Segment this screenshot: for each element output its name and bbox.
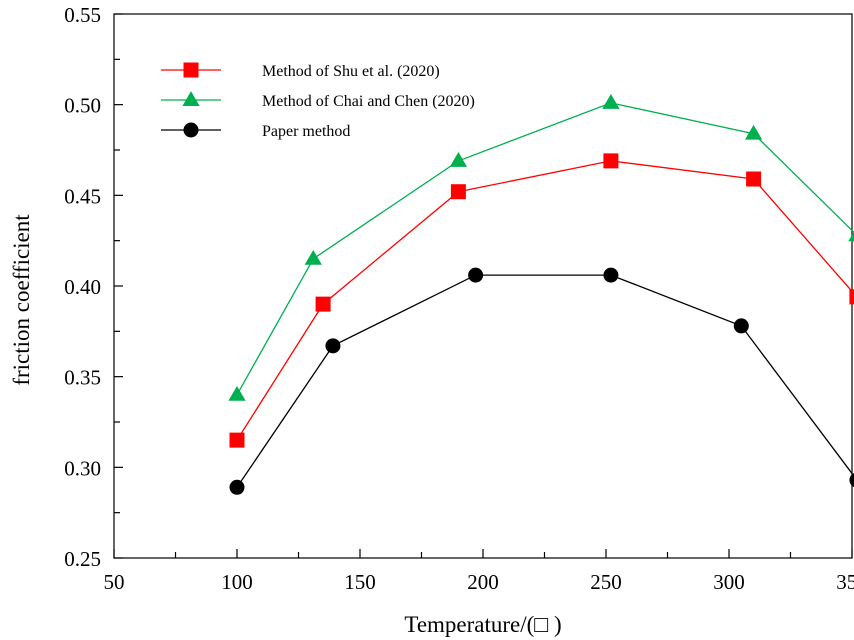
legend: Method of Shu et al. (2020) Method of Cha… — [161, 62, 475, 140]
data-point — [449, 152, 468, 167]
series-group — [228, 94, 854, 495]
series-triangle — [228, 94, 854, 401]
y-tick-label: 0.45 — [64, 184, 101, 208]
series-circle — [229, 267, 854, 495]
y-tick-label: 0.55 — [64, 3, 101, 27]
data-point — [746, 171, 762, 187]
legend-item: Method of Chai and Chen (2020) — [161, 91, 475, 110]
x-tick-label: 250 — [590, 570, 622, 594]
data-point — [603, 153, 619, 169]
series-square — [229, 153, 854, 448]
data-point — [228, 385, 246, 401]
data-point — [849, 289, 854, 305]
x-tick-label: 200 — [467, 570, 499, 594]
legend-marker — [183, 122, 199, 138]
legend-marker — [183, 62, 199, 78]
data-point — [603, 267, 619, 283]
x-axis-label: Temperature/(□ ) — [404, 612, 561, 637]
y-tick-label: 0.50 — [64, 94, 101, 118]
legend-label: Method of Shu et al. (2020) — [262, 63, 440, 80]
data-point — [848, 231, 854, 242]
data-point — [450, 184, 466, 200]
data-point — [849, 473, 854, 487]
data-point — [602, 94, 620, 109]
x-tick-label: 150 — [344, 570, 376, 594]
legend-marker — [182, 91, 200, 106]
y-axis-label: friction coefficient — [9, 214, 34, 386]
series-line — [236, 160, 854, 441]
y-tick-label: 0.30 — [64, 456, 101, 480]
y-tick-label: 0.35 — [64, 366, 101, 390]
legend-item: Paper method — [161, 122, 350, 140]
data-point — [744, 124, 763, 140]
axis-ticks: 50 100 150 200 250 300 350 0.25 0.30 0.35 0.40 0.45… — [64, 3, 854, 594]
legend-label: Method of Chai and Chen (2020) — [262, 93, 475, 110]
x-tick-label: 50 — [104, 570, 125, 594]
y-tick-label: 0.25 — [64, 547, 101, 571]
x-tick-label: 100 — [221, 570, 253, 594]
data-point — [733, 318, 749, 334]
x-tick-label: 350 — [836, 570, 854, 594]
legend-item: Method of Shu et al. (2020) — [161, 62, 440, 80]
data-point — [468, 267, 484, 283]
series-line — [236, 102, 854, 396]
y-tick-label: 0.40 — [64, 275, 101, 299]
data-point — [229, 479, 245, 495]
data-point — [304, 249, 322, 265]
data-point — [315, 296, 331, 312]
plot-area-frame — [113, 13, 853, 559]
data-point — [229, 432, 245, 448]
legend-label: Paper method — [262, 123, 350, 140]
data-point — [325, 338, 341, 354]
series-line — [236, 274, 854, 488]
x-tick-label: 300 — [713, 570, 745, 594]
